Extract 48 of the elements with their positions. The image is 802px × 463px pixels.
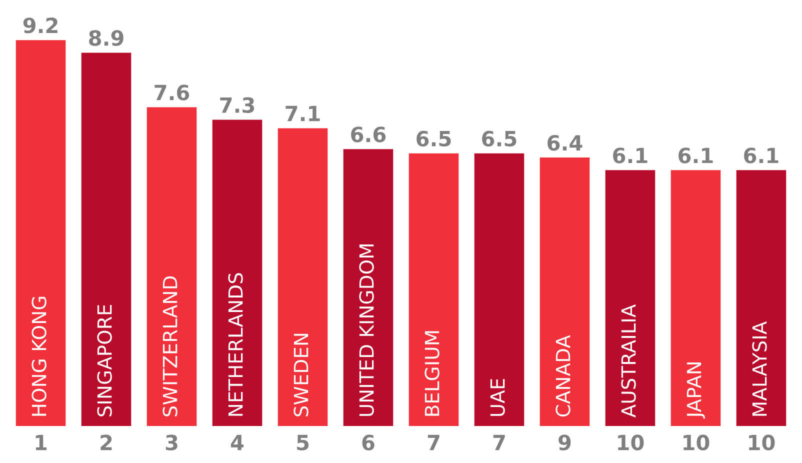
x-tick-label: MALAYSIA xyxy=(752,321,767,416)
x-tick-label: HONG KONG xyxy=(32,296,46,416)
text: 2 xyxy=(100,434,112,450)
data-label: 6.1 xyxy=(613,148,648,164)
data-label: 6.5 xyxy=(482,130,516,147)
data-label: 6.1 xyxy=(744,148,778,164)
data-label: 6.5 xyxy=(416,130,451,147)
text: 9 xyxy=(558,434,571,450)
bar xyxy=(81,52,132,426)
x-tick-label: SWITZERLAND xyxy=(162,276,178,416)
data-label: 6.6 xyxy=(351,126,386,142)
bar xyxy=(278,128,328,426)
x-tick-label: UNITED KINGDOM xyxy=(359,244,374,416)
bar xyxy=(16,40,66,426)
bar xyxy=(212,120,262,426)
text: 1 xyxy=(36,434,47,450)
data-label: 7.3 xyxy=(220,97,254,113)
x-tick-label: SWEDEN xyxy=(294,334,308,416)
bar xyxy=(408,153,459,426)
text: 4 xyxy=(230,434,244,450)
x-tick-label: NETHERLANDS xyxy=(228,273,243,416)
x-tick-label: UAE xyxy=(490,379,505,416)
text: 3 xyxy=(166,434,178,450)
bar xyxy=(736,170,786,426)
text: 10 xyxy=(749,434,775,450)
text: 6 xyxy=(362,434,374,450)
text: 7 xyxy=(493,434,505,450)
data-label: 7.1 xyxy=(286,106,320,122)
x-tick-label: JAPAN xyxy=(686,362,705,419)
text: 10 xyxy=(618,434,644,450)
data-label: 7.6 xyxy=(154,84,190,100)
bar xyxy=(605,170,656,426)
text: 7 xyxy=(428,434,440,450)
x-tick-label: SINGAPORE xyxy=(97,305,112,416)
bar xyxy=(670,170,721,426)
bar xyxy=(474,153,524,426)
data-label: 8.9 xyxy=(89,30,124,46)
text: 10 xyxy=(684,434,710,450)
bar xyxy=(540,158,590,426)
data-label: 6.4 xyxy=(548,135,582,151)
x-tick-label: AUSTRAILIA xyxy=(621,304,636,418)
bar xyxy=(343,149,394,426)
data-label: 6.1 xyxy=(678,148,713,164)
text: 5 xyxy=(297,434,309,450)
data-label: 9.2 xyxy=(23,18,58,34)
bar xyxy=(146,107,197,426)
x-tick-label: BELGIUM xyxy=(424,331,440,416)
x-tick-label: CANADA xyxy=(556,335,570,417)
